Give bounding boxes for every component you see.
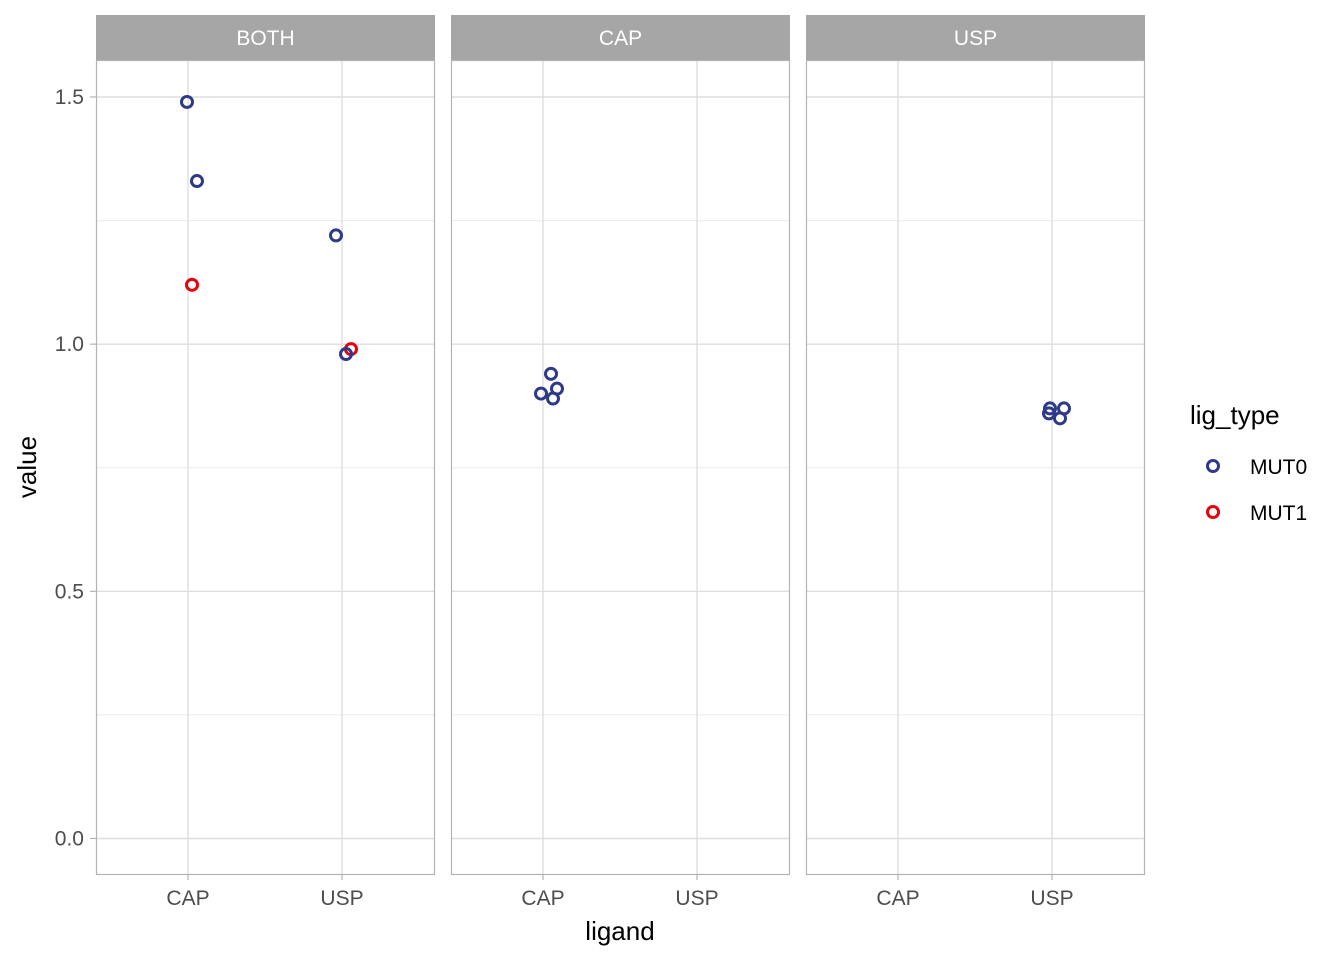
data-point-mut0: [339, 347, 353, 362]
y-tick-label: 0.5: [55, 580, 84, 603]
panels: BOTH CAP USP: [95, 15, 1146, 876]
y-tick-label: 1.0: [55, 333, 84, 356]
data-point-mut0: [544, 366, 558, 381]
x-tick-label: USP: [675, 887, 718, 910]
legend-label: MUT1: [1250, 502, 1307, 525]
x-tick-label: USP: [320, 887, 363, 910]
legend: lig_type MUT0 MUT1: [1190, 400, 1307, 525]
facet-panel-both: BOTH: [95, 15, 436, 876]
data-point-mut0: [534, 386, 548, 401]
y-axis-title: value: [12, 436, 42, 498]
data-point-mut1: [185, 277, 199, 292]
x-tick-label: USP: [1030, 887, 1073, 910]
facet-strip-label: BOTH: [236, 27, 294, 50]
facet-panel-usp: USP: [805, 15, 1146, 876]
data-point-mut0: [190, 174, 204, 189]
panel-border: [805, 59, 1146, 876]
legend-title: lig_type: [1190, 400, 1280, 430]
y-axis: 0.0 0.5 1.0 1.5: [55, 86, 96, 851]
facet-strip: [806, 15, 1145, 60]
x-tick-label: CAP: [521, 887, 564, 910]
facet-panel-cap: CAP: [450, 15, 791, 876]
facet-strip-label: USP: [954, 27, 997, 50]
data-point-mut0: [1053, 411, 1067, 426]
x-axis: CAP USP CAP USP CAP USP: [166, 875, 1074, 910]
facet-strip: [96, 15, 435, 60]
legend-label: MUT0: [1250, 456, 1307, 479]
data-point-mut0: [546, 391, 560, 406]
data-point-mut0: [329, 228, 343, 243]
data-point-mut0: [1042, 406, 1056, 421]
y-tick-label: 0.0: [55, 828, 84, 851]
panel-border: [95, 59, 436, 876]
data-point-mut0: [180, 94, 194, 109]
facet-strip-label: CAP: [599, 27, 642, 50]
panel-border: [450, 59, 791, 876]
x-tick-label: CAP: [166, 887, 209, 910]
facet-strip: [451, 15, 790, 60]
x-axis-title: ligand: [585, 916, 654, 946]
legend-key-mut1: [1206, 505, 1220, 519]
y-tick-label: 1.5: [55, 86, 84, 109]
x-tick-label: CAP: [876, 887, 919, 910]
legend-key-mut0: [1206, 459, 1220, 473]
